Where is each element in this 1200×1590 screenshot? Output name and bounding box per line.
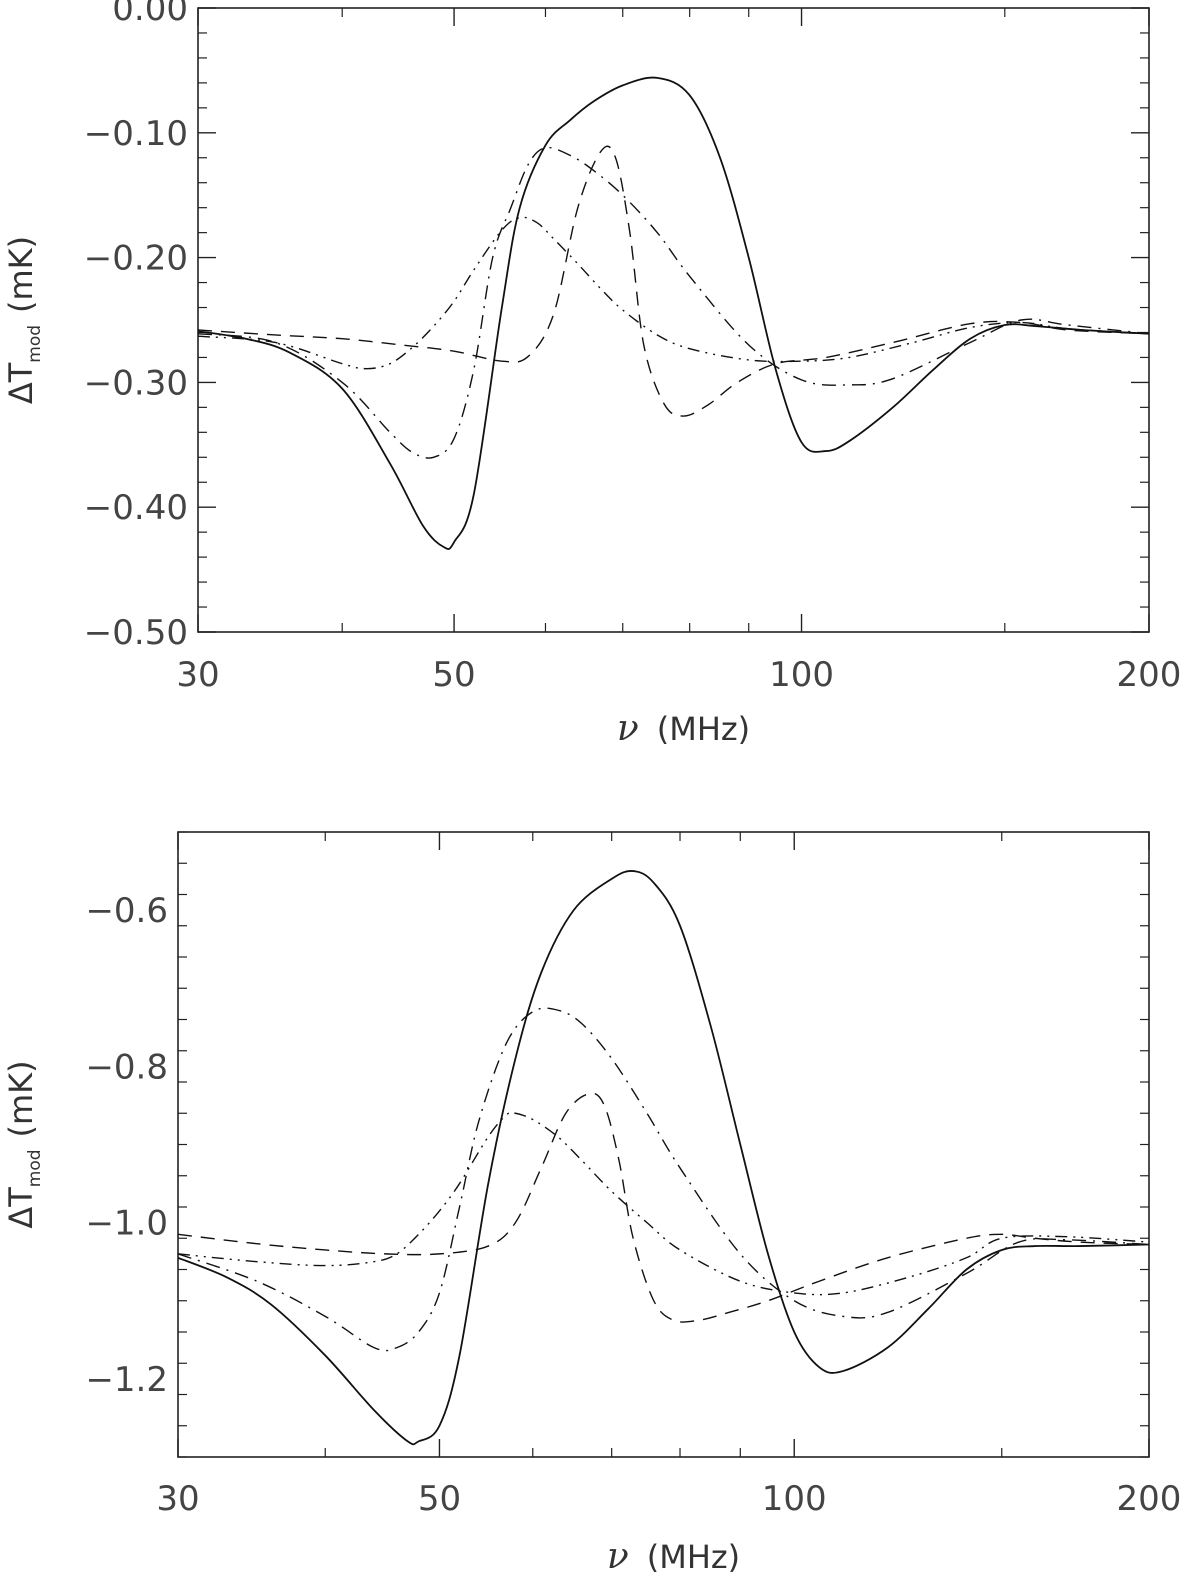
x-axis-symbol: ν xyxy=(607,1536,629,1577)
x-tick-label: 50 xyxy=(418,1479,461,1519)
y-axis-sub: mod xyxy=(25,325,45,363)
x-tick-label: 200 xyxy=(1117,655,1182,695)
x-axis-title: ν (MHz) xyxy=(607,1536,740,1577)
x-axis-unit: (MHz) xyxy=(647,1538,740,1576)
x-tick-label: 50 xyxy=(432,655,475,695)
x-tick-label: 200 xyxy=(1117,1479,1182,1519)
y-axis-title: ΔTmod (mK) xyxy=(2,236,45,404)
y-tick-label: 0.00 xyxy=(112,0,188,29)
series-line-dash-dot xyxy=(178,1007,1149,1352)
y-tick-label: −1.2 xyxy=(85,1360,168,1400)
series-line-dash-dot-dot xyxy=(178,1111,1149,1296)
x-tick-label: 100 xyxy=(762,1479,827,1519)
x-axis-title: ν (MHz) xyxy=(617,708,750,749)
y-axis-title: ΔTmod (mK) xyxy=(2,1060,45,1228)
series-line-dash-dot xyxy=(198,146,1149,459)
y-axis-unit: (mK) xyxy=(2,236,40,313)
series-line-dashed xyxy=(178,1092,1149,1323)
series-line-dashed xyxy=(198,145,1149,417)
y-axis-sub: mod xyxy=(25,1149,45,1187)
y-axis-unit: (mK) xyxy=(2,1060,40,1137)
y-tick-label: −0.6 xyxy=(85,891,168,931)
y-tick-label: −0.10 xyxy=(84,114,188,154)
y-tick-label: −1.0 xyxy=(85,1204,168,1244)
x-tick-label: 30 xyxy=(176,655,219,695)
y-axis-main: ΔT xyxy=(2,1187,40,1229)
bottom-panel: 30 50 100 200 −0.6 −0.8 −1.0 −1.2 ν (MHz) ΔTmod (mK… xyxy=(2,831,1182,1577)
series-line-solid xyxy=(198,76,1149,550)
y-tick-label: −0.40 xyxy=(84,488,188,528)
x-tick-label: 100 xyxy=(769,655,834,695)
series-line-dash-dot-dot xyxy=(198,216,1149,370)
top-panel: 30 50 100 200 0.00 −0.10 −0.20 −0.30 −0.40 −0.50 ν… xyxy=(2,0,1181,749)
series-line-solid xyxy=(178,870,1149,1446)
y-tick-label: −0.20 xyxy=(84,239,188,279)
y-tick-label: −0.30 xyxy=(84,363,188,403)
x-axis-unit: (MHz) xyxy=(657,710,750,748)
y-tick-label: −0.8 xyxy=(85,1047,168,1087)
plot-frame xyxy=(197,7,1150,633)
y-tick-label: −0.50 xyxy=(84,613,188,653)
plot-frame xyxy=(177,831,1150,1458)
x-axis-symbol: ν xyxy=(617,708,639,749)
x-tick-label: 30 xyxy=(156,1479,199,1519)
y-axis-main: ΔT xyxy=(2,362,40,404)
